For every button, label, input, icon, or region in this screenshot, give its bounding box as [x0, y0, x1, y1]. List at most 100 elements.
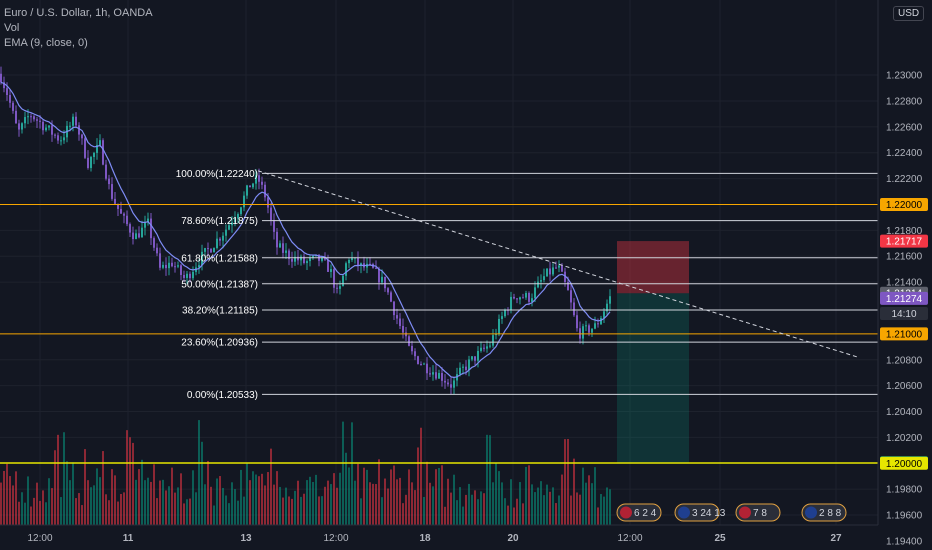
candle-body: [411, 345, 413, 352]
volume-bar: [426, 461, 428, 525]
volume-bar: [228, 503, 230, 525]
volume-bar: [459, 487, 461, 525]
volume-bar: [429, 482, 431, 525]
ema-indicator-label[interactable]: EMA (9, close, 0): [4, 37, 88, 49]
candle-body: [141, 227, 143, 238]
candle-body: [564, 271, 566, 282]
time-axis-panel: [0, 525, 878, 550]
candle-body: [144, 222, 146, 228]
time-tick-label: 27: [830, 533, 842, 544]
volume-bar: [15, 471, 17, 525]
volume-bar: [297, 480, 299, 525]
candle-body: [96, 144, 98, 153]
volume-bar: [81, 505, 83, 525]
candle-body: [570, 290, 572, 303]
volume-bar: [327, 480, 329, 525]
volume-bar: [558, 495, 560, 525]
volume-bar: [159, 480, 161, 525]
volume-bar: [267, 472, 269, 525]
candle-body: [273, 220, 275, 232]
candle-body: [357, 257, 359, 266]
candle-body: [108, 178, 110, 185]
candle-body: [165, 264, 167, 269]
eu-flag: [678, 506, 690, 519]
volume-bar: [414, 490, 416, 525]
candle-body: [405, 332, 407, 337]
volume-bar: [180, 473, 182, 525]
volume-bar: [300, 496, 302, 525]
candle-body: [288, 250, 290, 259]
symbol-title[interactable]: Euro / U.S. Dollar, 1h, OANDA: [4, 7, 153, 19]
candle-body: [222, 235, 224, 241]
volume-bar: [231, 482, 233, 525]
volume-bar: [504, 498, 506, 525]
volume-bar: [216, 478, 218, 525]
candle-body: [417, 356, 419, 364]
candle-body: [132, 232, 134, 240]
volume-bar: [570, 495, 572, 525]
volume-bar: [591, 483, 593, 525]
candle-body: [555, 267, 557, 269]
volume-bar: [255, 474, 257, 525]
candle-body: [213, 248, 215, 253]
volume-bar: [438, 467, 440, 525]
price-tick-label: 1.22600: [886, 122, 923, 133]
volume-bar: [603, 496, 605, 525]
volume-bar: [465, 494, 467, 525]
volume-bar: [495, 462, 497, 525]
volume-bar: [156, 498, 158, 525]
candle-body: [15, 110, 17, 124]
volume-bar: [471, 494, 473, 525]
candle-body: [453, 380, 455, 388]
volume-bar: [393, 465, 395, 525]
price-tag: [880, 456, 928, 470]
candle-body: [204, 248, 206, 252]
candle-body: [267, 197, 269, 208]
volume-bar: [150, 481, 152, 525]
candle-body: [156, 247, 158, 254]
currency-button[interactable]: USD: [893, 6, 925, 21]
candle-body: [279, 243, 281, 248]
volume-bar: [36, 482, 38, 525]
economic-event-badge[interactable]: 7 8: [735, 503, 781, 522]
candle-body: [57, 135, 59, 141]
volume-bar: [597, 507, 599, 525]
volume-indicator-label[interactable]: Vol: [4, 22, 20, 34]
volume-bar: [102, 451, 104, 525]
candle-body: [171, 262, 173, 267]
economic-event-badge[interactable]: 2 8 8: [801, 503, 847, 522]
price-tag-label: 14:10: [891, 309, 916, 320]
volume-bar: [336, 487, 338, 525]
volume-bar: [285, 487, 287, 525]
candle-body: [486, 346, 488, 349]
volume-bar: [516, 498, 518, 525]
candle-body: [450, 384, 452, 388]
volume-bar: [144, 480, 146, 525]
volume-bar: [378, 459, 380, 525]
candle-body: [333, 269, 335, 288]
volume-bar: [405, 494, 407, 525]
volume-bar: [552, 487, 554, 525]
volume-bar: [561, 474, 563, 525]
candle-body: [408, 336, 410, 346]
volume-bar: [351, 422, 353, 525]
economic-event-badge[interactable]: 6 2 4: [616, 503, 662, 522]
event-badge-label: 3 24 13: [692, 508, 726, 519]
candle-body: [198, 265, 200, 268]
candle-body: [276, 231, 278, 248]
candle-body: [303, 256, 305, 264]
candle-body: [342, 275, 344, 287]
candle-body: [261, 181, 263, 185]
volume-bar: [489, 435, 491, 525]
candle-body: [210, 249, 212, 253]
price-tick-label: 1.20200: [886, 433, 923, 444]
candle-body: [432, 372, 434, 375]
volume-bar: [528, 465, 530, 525]
volume-bar: [3, 470, 5, 525]
candle-body: [186, 273, 188, 278]
volume-bar: [240, 469, 242, 525]
economic-event-badge[interactable]: 3 24 13: [674, 503, 726, 522]
candle-body: [459, 367, 461, 375]
candle-body: [234, 218, 236, 223]
